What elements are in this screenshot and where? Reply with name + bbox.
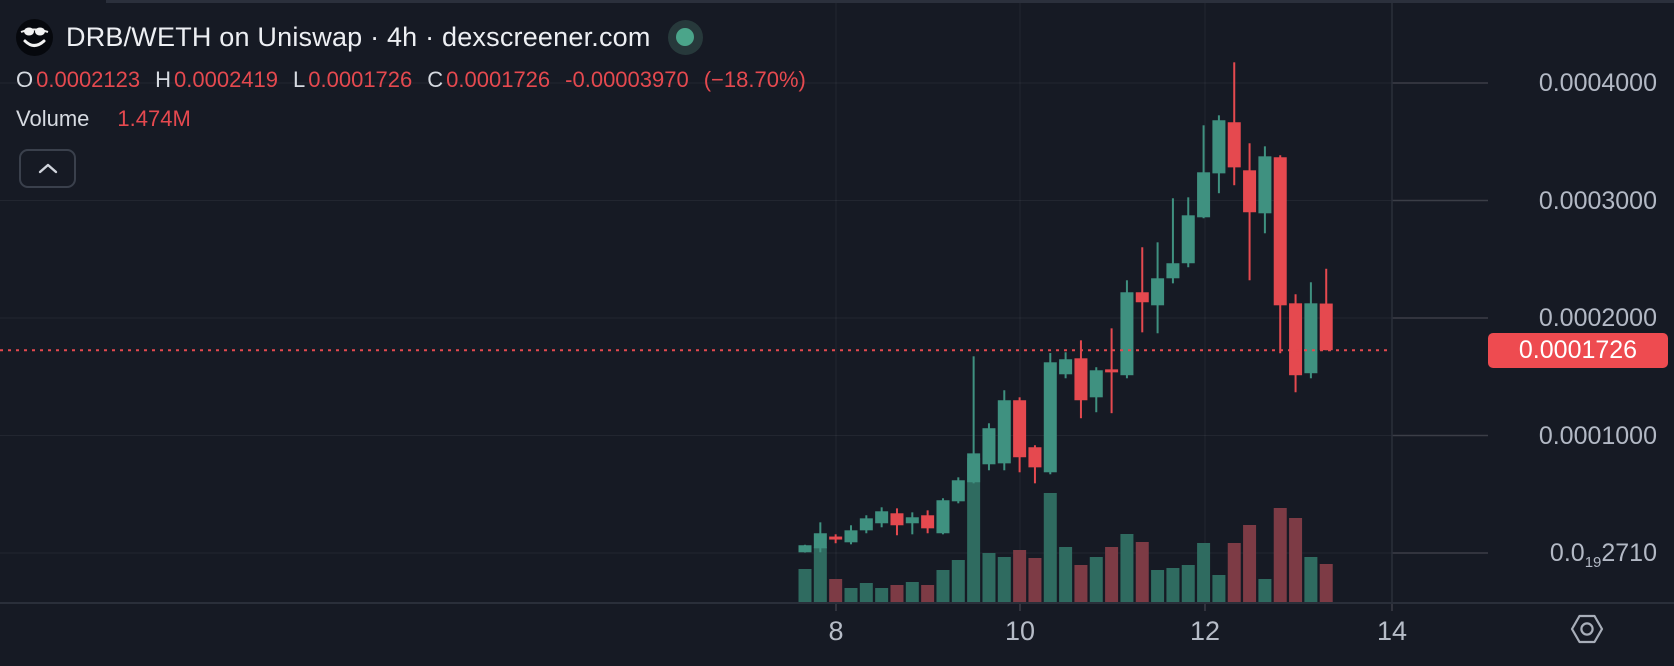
price-tick-label: 0.0003000 xyxy=(1538,186,1657,215)
live-status-icon xyxy=(667,19,703,55)
close-value: 0.0001726 xyxy=(446,67,551,92)
change-percent: (−18.70%) xyxy=(703,67,806,92)
current-price-badge: 0.0001726 xyxy=(1488,332,1668,368)
settings-nut-icon xyxy=(1570,614,1604,644)
time-tick-label: 10 xyxy=(1004,616,1036,646)
chart-settings-button[interactable] xyxy=(1568,610,1606,648)
price-axis[interactable]: 0.0004000 0.0003000 0.0002000 0.0001000 0.01… xyxy=(1392,0,1674,602)
ohlc-legend: O 0.0002123 H 0.0002419 L 0.0001726 C 0.0001… xyxy=(16,67,806,93)
time-tick-label: 8 xyxy=(828,616,844,646)
volume-value: 1.474M xyxy=(117,106,191,131)
price-tick-label: 0.0001000 xyxy=(1538,421,1657,450)
high-value: 0.0002419 xyxy=(174,67,279,92)
card-top-border xyxy=(106,0,1674,3)
open-label: O xyxy=(16,67,34,92)
chevron-up-icon xyxy=(38,163,57,174)
volume-legend: Volume 1.474M xyxy=(16,106,806,132)
time-axis[interactable]: 8 10 12 14 xyxy=(0,602,1674,666)
token-logo-icon xyxy=(16,18,53,56)
price-tick-label: 0.0002000 xyxy=(1538,304,1657,332)
high-label: H xyxy=(155,67,172,92)
time-tick-label: 14 xyxy=(1376,616,1408,646)
change-value: -0.00003970 xyxy=(565,67,689,92)
time-tick-label: 12 xyxy=(1189,616,1221,646)
price-tick-label: 0.0004000 xyxy=(1538,69,1657,97)
collapse-legend-button[interactable] xyxy=(19,149,76,188)
pair-title: DRB/WETH on Uniswap · 4h · dexscreener.c… xyxy=(66,21,651,52)
volume-label: Volume xyxy=(16,106,90,131)
low-label: L xyxy=(293,67,306,92)
close-label: C xyxy=(427,67,444,92)
chart-legend: DRB/WETH on Uniswap · 4h · dexscreener.c… xyxy=(16,16,806,132)
low-value: 0.0001726 xyxy=(308,67,413,92)
title-row: DRB/WETH on Uniswap · 4h · dexscreener.c… xyxy=(16,16,806,58)
price-tick-label: 0.0192710 xyxy=(1549,539,1657,571)
open-value: 0.0002123 xyxy=(36,67,141,92)
